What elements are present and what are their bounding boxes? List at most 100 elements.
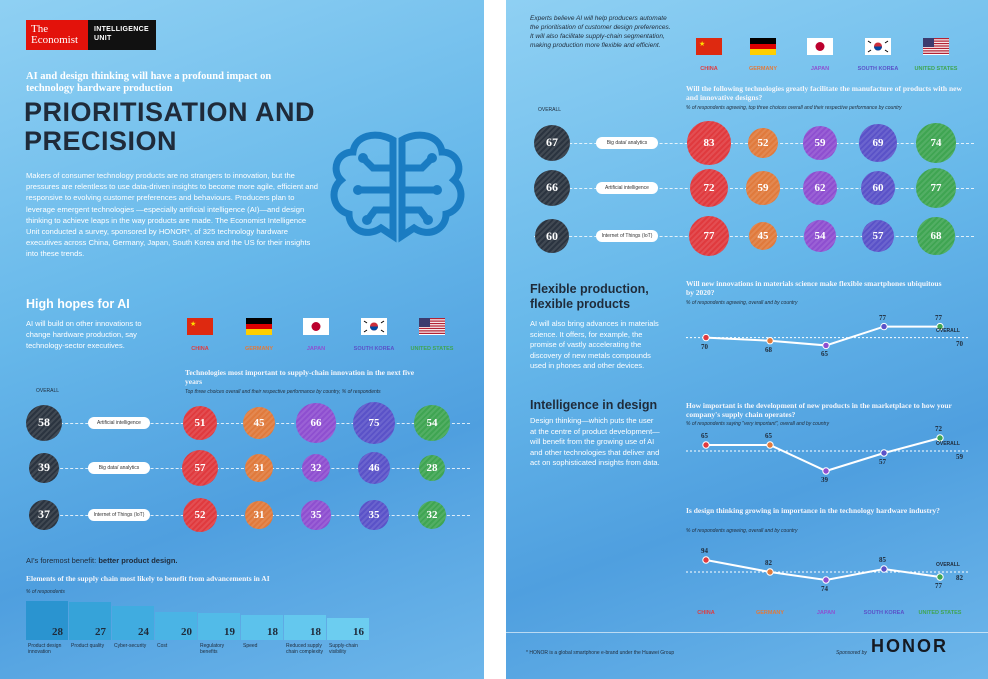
tech-label-pill: Internet of Things (IoT) xyxy=(596,230,658,242)
design-tech-title: Will the following technologies greatly … xyxy=(686,84,962,102)
data-point xyxy=(822,467,830,475)
economist-wordmark: The Economist xyxy=(26,20,88,50)
point-value: 77 xyxy=(935,582,942,590)
country-label: SOUTH KOREA xyxy=(863,610,905,616)
data-point xyxy=(936,434,944,442)
benefit-bar-value: 27 xyxy=(95,626,106,638)
overall-tag: OVERALL xyxy=(936,562,960,568)
tech-label-pill: Artificial intelligence xyxy=(596,182,658,194)
flag-de-icon xyxy=(750,38,776,55)
benefit-bar xyxy=(112,606,154,640)
country-bubble: 45 xyxy=(749,222,777,250)
country-bubble: 83 xyxy=(687,121,731,165)
country-label: SOUTH KOREA xyxy=(353,346,395,352)
country-bubble: 31 xyxy=(245,454,273,482)
country-bubble: 32 xyxy=(301,453,331,483)
data-point xyxy=(702,333,710,342)
series-line xyxy=(705,325,940,347)
flag-cn-icon: ★ xyxy=(696,38,722,55)
design-tech-subtitle: % of respondents agreeing, top three cho… xyxy=(686,105,902,111)
tech-label-pill: Internet of Things (IoT) xyxy=(88,509,150,521)
country-bubble: 69 xyxy=(859,124,897,162)
tagline: AI and design thinking will have a profo… xyxy=(26,71,272,94)
country-bubble: 57 xyxy=(861,219,895,253)
series-line xyxy=(705,559,941,582)
point-value: 57 xyxy=(879,458,886,466)
title-line-2: PRECISION xyxy=(24,126,178,156)
point-value: 65 xyxy=(765,432,772,440)
svg-text:★: ★ xyxy=(190,320,196,328)
series-line xyxy=(706,437,941,473)
tech-label-pill: Artificial intelligence xyxy=(88,417,150,429)
country-bubble: 46 xyxy=(357,451,391,485)
data-point xyxy=(936,573,944,581)
benefit-bar-value: 16 xyxy=(353,626,364,638)
left-page: The Economist INTELLIGENCE UNIT AI and d… xyxy=(0,0,484,679)
point-value: 94 xyxy=(701,547,708,555)
country-bubble: 59 xyxy=(803,126,837,160)
benefit-prefix: AI's foremost benefit: xyxy=(26,556,99,565)
tech-label-pill: Big data/ analytics xyxy=(88,462,150,474)
title-line-1: PRIORITISATION AND xyxy=(24,97,315,127)
flag-us-icon xyxy=(923,38,949,55)
country-label: JAPAN xyxy=(810,66,830,72)
materials-q-title: Will new innovations in materials scienc… xyxy=(686,279,942,297)
tech-label-pill: Big data/ analytics xyxy=(596,137,658,149)
overall-tag: OVERALL xyxy=(936,327,960,334)
benefit-bar xyxy=(284,614,326,640)
benefit-bar-value: 20 xyxy=(181,626,192,638)
honor-logo: HONOR xyxy=(871,636,948,656)
country-bubble: 52 xyxy=(747,127,779,159)
flag-jp-icon xyxy=(807,38,833,55)
hopes-title: High hopes for AI xyxy=(26,297,130,311)
data-point xyxy=(766,568,774,576)
country-label: UNITED STATES xyxy=(918,610,962,616)
tech-chart-title: Technologies most important to supply-ch… xyxy=(185,368,415,386)
intro-text: Makers of consumer technology products a… xyxy=(26,171,318,259)
overall-bubble: 66 xyxy=(533,169,571,207)
country-bubble: 77 xyxy=(688,215,730,257)
flag-cn-icon: ★ xyxy=(187,318,213,335)
country-bubble: 35 xyxy=(359,500,389,530)
flexible-title-2: flexible products xyxy=(530,297,631,311)
right-page: Experts believe AI will help producers a… xyxy=(506,0,988,679)
data-point xyxy=(822,576,830,584)
benefit-bar xyxy=(26,600,68,640)
country-label: GERMANY xyxy=(748,66,778,72)
country-bubble: 28 xyxy=(418,454,446,482)
overall-value: 82 xyxy=(956,574,963,582)
point-value: 39 xyxy=(821,476,828,484)
footnote: * HONOR is a global smartphone e-brand u… xyxy=(526,650,675,656)
country-label: UNITED STATES xyxy=(914,66,958,72)
point-value: 65 xyxy=(821,350,828,359)
benefit-bar-label: Product design innovation xyxy=(28,643,62,655)
data-point xyxy=(880,322,888,331)
country-bubble: 54 xyxy=(414,405,450,441)
benefit-bar xyxy=(69,602,111,640)
point-value: 68 xyxy=(765,345,772,354)
footer-divider xyxy=(506,632,988,633)
data-point xyxy=(702,556,710,564)
overall-value: 59 xyxy=(956,453,963,461)
overall-bubble: 67 xyxy=(533,124,571,162)
country-bubble: 57 xyxy=(181,449,219,487)
flag-kr-icon xyxy=(865,38,891,55)
country-label: CHINA xyxy=(700,66,718,72)
benefit-bar-label: Product quality xyxy=(71,643,105,649)
country-bubble: 75 xyxy=(353,402,395,444)
data-point xyxy=(936,322,944,331)
flexible-title-1: Flexible production, xyxy=(530,282,649,296)
point-value: 74 xyxy=(821,585,828,593)
country-bubble: 52 xyxy=(182,497,218,533)
tech-chart-subtitle: Top three choices overall and their resp… xyxy=(185,389,381,395)
country-bubble: 66 xyxy=(296,403,336,443)
country-bubble: 32 xyxy=(417,500,447,530)
country-label: UNITED STATES xyxy=(410,346,454,352)
benefit-bar-label: Reduced supply chain complexity xyxy=(286,643,323,655)
design-title: Intelligence in design xyxy=(530,398,658,412)
economist-logo: The Economist INTELLIGENCE UNIT xyxy=(26,20,156,50)
bars-title: Elements of the supply chain most likely… xyxy=(26,574,270,583)
supplychain-q-subtitle: % of respondents saying "very important"… xyxy=(686,421,830,427)
bars-subtitle: % of respondents xyxy=(26,589,65,595)
country-bubble: 77 xyxy=(915,167,957,209)
